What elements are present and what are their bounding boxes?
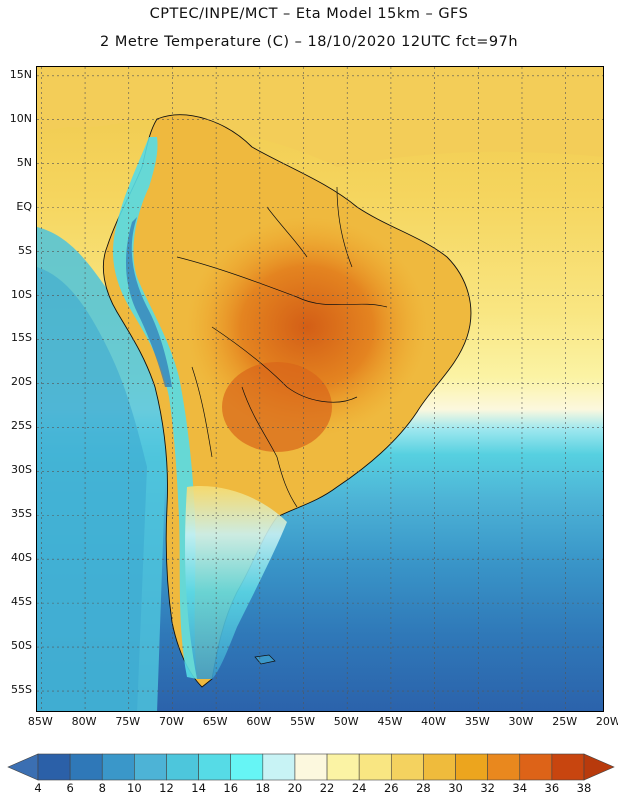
- lon-tick-label: 35W: [464, 715, 490, 728]
- lat-tick-label: 40S: [11, 551, 32, 565]
- map-canvas: [37, 67, 603, 711]
- colorbar-tick-label: 28: [416, 781, 431, 795]
- lon-tick-label: 80W: [71, 715, 97, 728]
- colorbar-cell: [166, 753, 199, 781]
- colorbar-tick-label: 36: [544, 781, 560, 795]
- colorbar-cell: [198, 753, 232, 781]
- colorbar-tick-label: 34: [512, 781, 528, 795]
- colorbar-tick-label: 26: [383, 781, 399, 795]
- colorbar-tick-label: 20: [287, 781, 303, 795]
- colorbar-tick-label: 4: [34, 781, 42, 795]
- andes-core: [125, 217, 172, 387]
- lat-tick-label: 10N: [9, 111, 32, 125]
- lon-tick-label: 55W: [290, 715, 315, 728]
- colorbar-cell: [390, 753, 424, 781]
- lon-tick-label: 65W: [202, 715, 228, 728]
- lat-tick-label: 5N: [16, 155, 32, 169]
- colorbar-cell: [326, 753, 360, 781]
- lat-tick-label: 50S: [11, 639, 32, 653]
- colorbar-tick-label: 30: [448, 781, 463, 795]
- lon-tick-label: 45W: [377, 715, 403, 728]
- colorbar-cell: [134, 753, 167, 781]
- patagonia-field: [185, 486, 287, 679]
- lat-tick-label: 15S: [11, 331, 32, 345]
- colorbar-cell: [230, 753, 264, 781]
- colorbar-cell: [551, 753, 585, 781]
- lat-tick-label: 10S: [11, 287, 32, 301]
- colorbar-under-arrow: [7, 753, 39, 781]
- lon-tick-label: 70W: [159, 715, 184, 728]
- lat-tick-label: 30S: [11, 463, 32, 477]
- pacific-cold-field-2: [37, 267, 147, 711]
- colorbar-cell: [358, 753, 392, 781]
- colorbar-cell: [455, 753, 488, 781]
- lon-tick-label: 20W: [595, 715, 618, 728]
- lon-tick-label: 25W: [552, 715, 578, 728]
- colorbar-tick-label: 14: [191, 781, 206, 795]
- colorbar-cell: [294, 753, 328, 781]
- lat-tick-label: 35S: [11, 507, 32, 521]
- northern-field: [37, 67, 603, 167]
- chart-title-line2: 2 Metre Temperature (C) – 18/10/2020 12U…: [99, 34, 519, 50]
- lat-tick-label: 25S: [11, 419, 32, 433]
- colorbar-tick-label: 16: [223, 781, 239, 795]
- colorbar-cell: [519, 753, 553, 781]
- colorbar-tick-label: 24: [351, 781, 367, 795]
- colorbar-cell: [69, 753, 103, 781]
- lon-tick-label: 75W: [115, 715, 141, 728]
- hot-core-paraguay: [222, 362, 332, 452]
- colorbar-tick-label: 32: [480, 781, 495, 795]
- lat-tick-label: 45S: [11, 595, 32, 609]
- colorbar-over-arrow: [583, 753, 615, 781]
- colorbar-tick-label: 8: [98, 781, 106, 795]
- lon-tick-label: 60W: [246, 715, 272, 728]
- colorbar-cell: [487, 753, 521, 781]
- lat-tick-label: 55S: [11, 683, 32, 697]
- colorbar-tick-label: 22: [319, 781, 335, 795]
- lat-tick-label: EQ: [16, 199, 32, 213]
- colorbar-cell: [37, 753, 71, 781]
- colorbar-tick-label: 18: [255, 781, 271, 795]
- lon-tick-label: 50W: [333, 715, 359, 728]
- colorbar-tick-label: 10: [127, 781, 142, 795]
- colorbar-tick-label: 38: [576, 781, 592, 795]
- lon-tick-label: 85W: [27, 715, 53, 728]
- colorbar: [7, 753, 615, 781]
- temperature-map: [36, 66, 604, 712]
- lon-tick-label: 40W: [421, 715, 447, 728]
- colorbar-tick-label: 6: [66, 781, 74, 795]
- lat-tick-label: 20S: [11, 375, 32, 389]
- lat-tick-label: 15N: [9, 67, 32, 81]
- colorbar-cell: [101, 753, 135, 781]
- chart-title-line1: CPTEC/INPE/MCT – Eta Model 15km – GFS: [149, 6, 469, 22]
- colorbar-cell: [262, 753, 296, 781]
- country-borders: [176, 186, 388, 508]
- colorbar-cell: [423, 753, 456, 781]
- lat-tick-label: 5S: [18, 243, 32, 257]
- lon-tick-label: 30W: [508, 715, 534, 728]
- colorbar-tick-label: 12: [159, 781, 174, 795]
